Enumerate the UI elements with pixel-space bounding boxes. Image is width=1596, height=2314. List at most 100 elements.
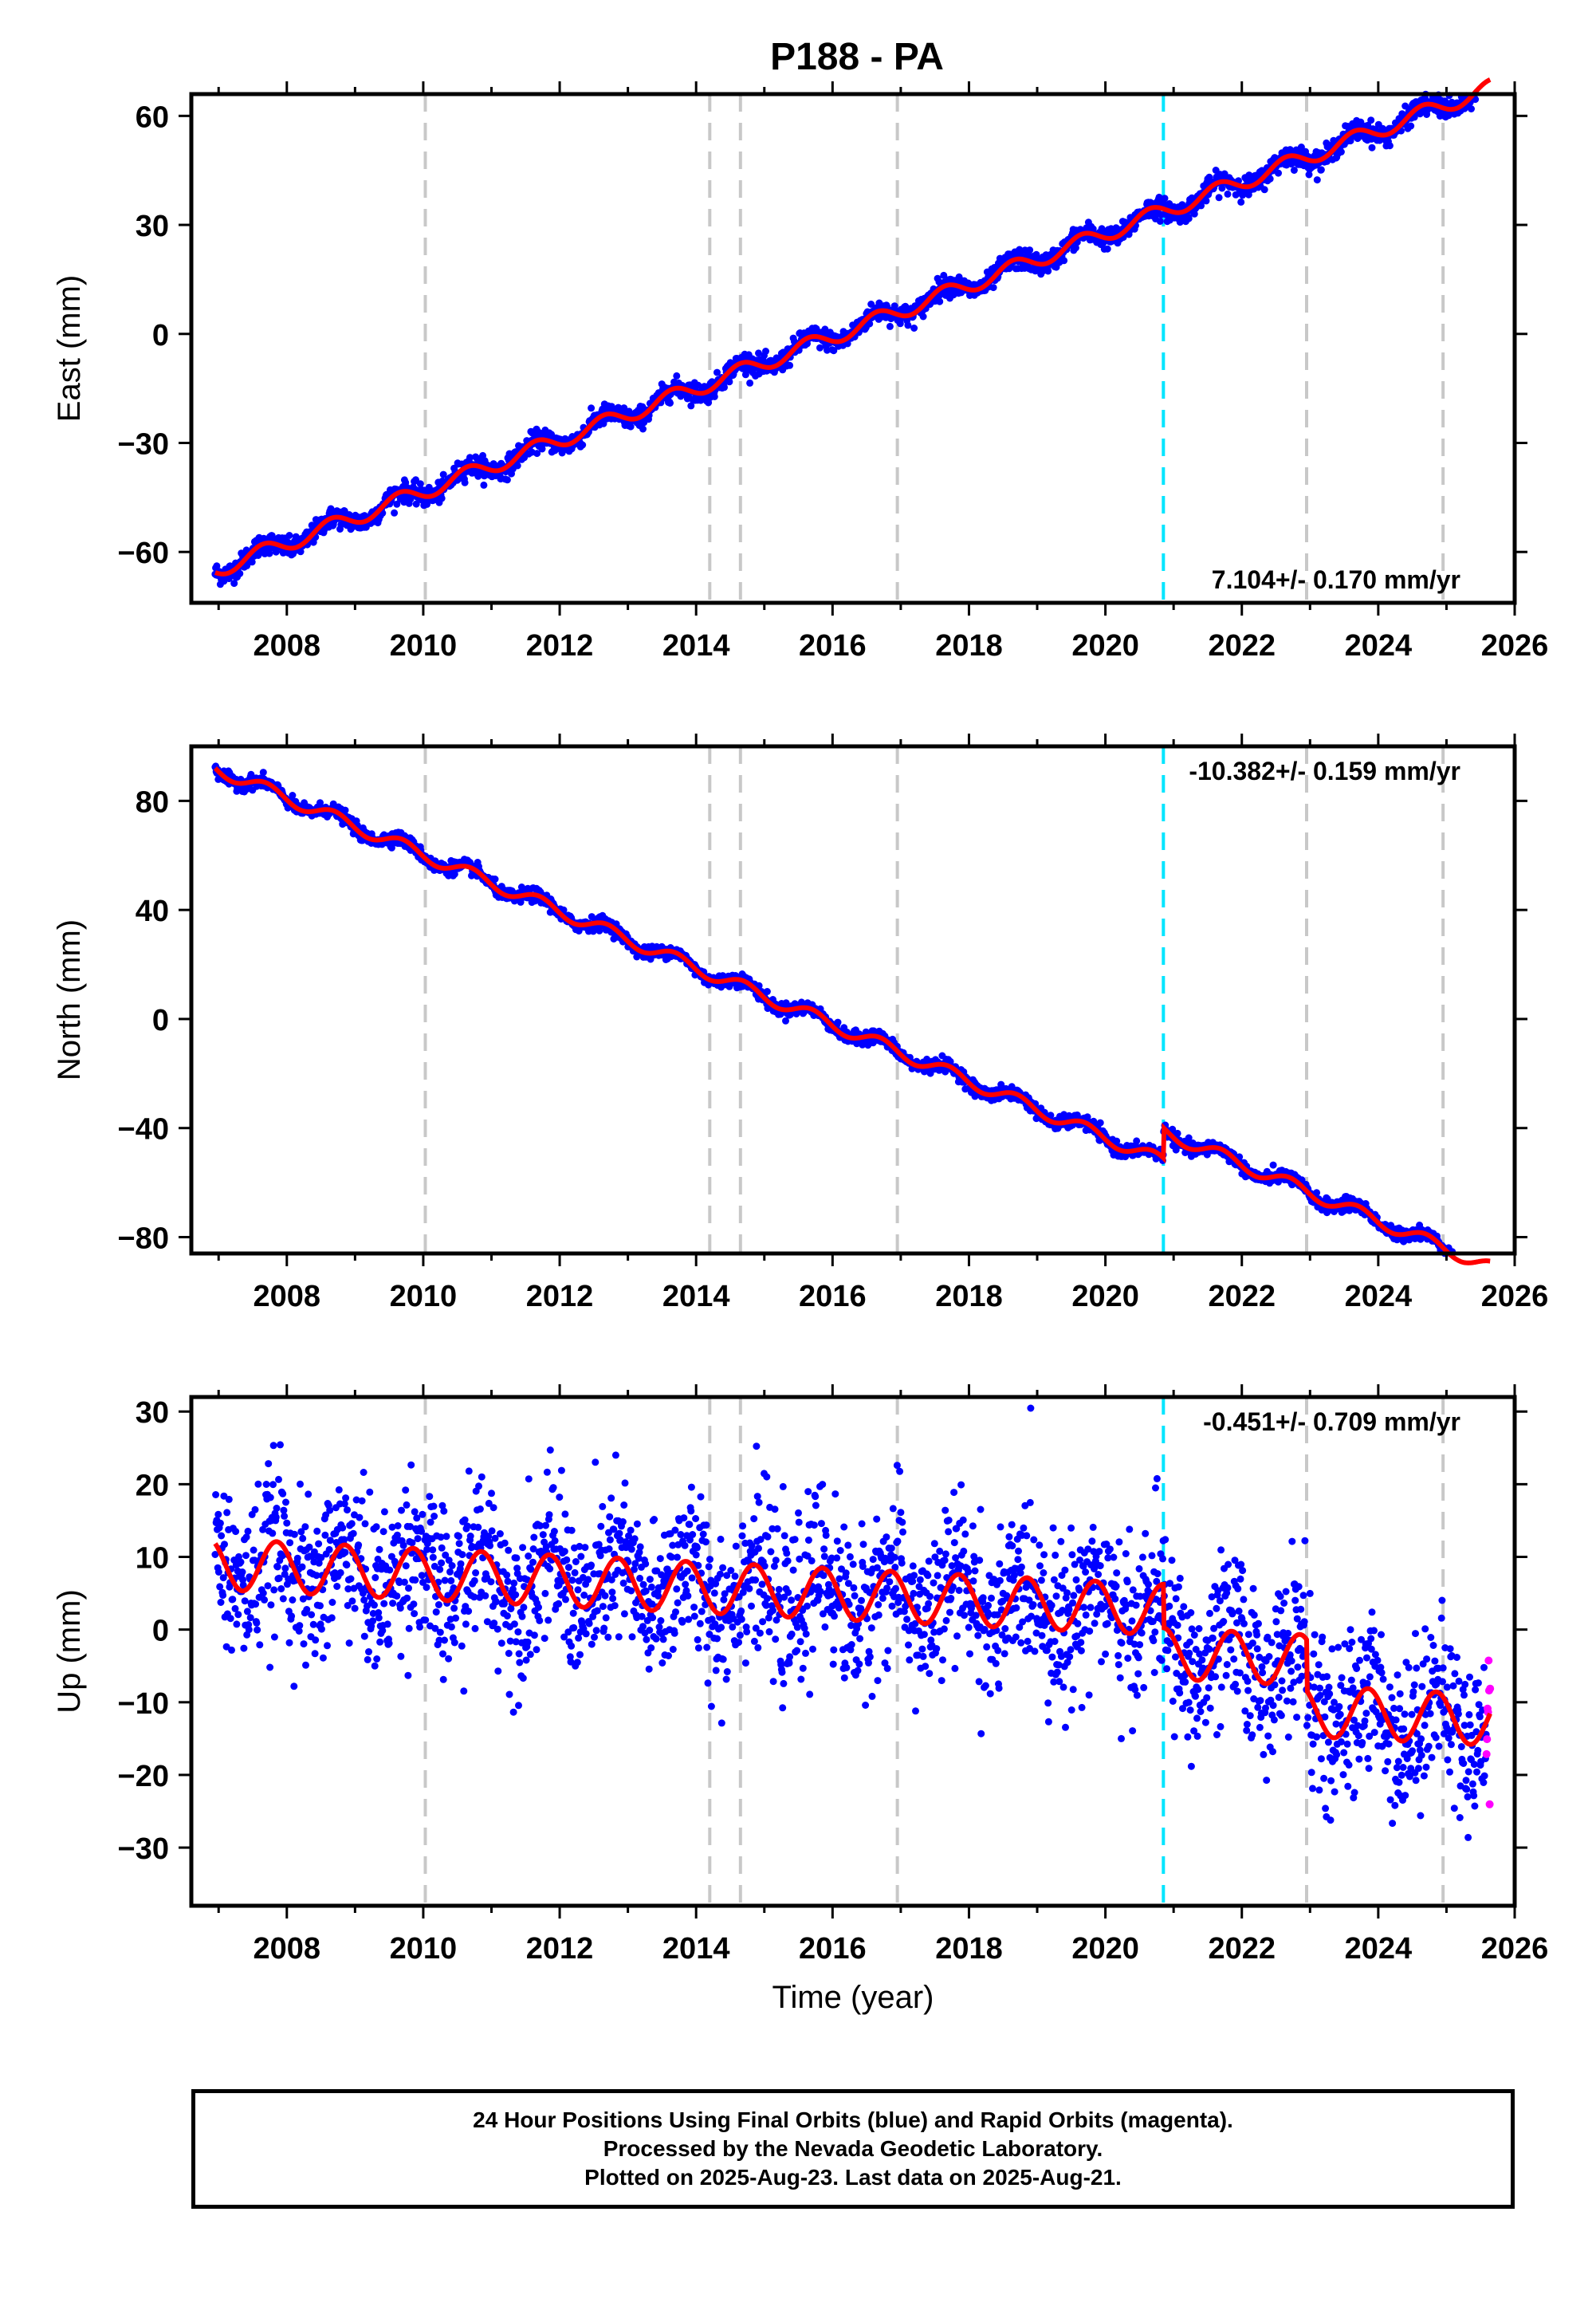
x-tick-label: 2012 (526, 1280, 594, 1313)
x-tick-label: 2020 (1071, 1280, 1139, 1313)
final-point (285, 532, 293, 539)
y-tick-label: −60 (118, 537, 169, 570)
final-point (327, 505, 335, 513)
final-point (213, 562, 221, 570)
final-point (391, 509, 399, 517)
final-point (416, 480, 424, 488)
x-tick-label: 2020 (1071, 629, 1139, 663)
final-point (230, 580, 238, 588)
chart-title: P188 - PA (770, 36, 944, 78)
final-point (1260, 186, 1268, 194)
x-tick-label: 2018 (935, 1280, 1003, 1313)
final-point (639, 425, 647, 433)
y-tick-label: 40 (136, 895, 169, 928)
final-point (1368, 144, 1376, 152)
final-point (904, 321, 912, 329)
final-point (1317, 166, 1325, 174)
x-tick-label: 2018 (935, 629, 1003, 663)
x-tick-label: 2022 (1208, 1280, 1276, 1313)
final-point (1337, 148, 1345, 155)
final-point (763, 988, 771, 995)
final-point (1202, 197, 1210, 205)
final-point (786, 361, 794, 369)
final-point (1060, 257, 1068, 265)
x-tick-label: 2010 (390, 1280, 458, 1313)
final-point (1096, 1119, 1104, 1127)
panel-frame (189, 744, 1517, 1256)
final-point (1103, 245, 1111, 253)
x-tick-label: 2016 (799, 1280, 867, 1313)
y-axis-label: East (mm) (52, 275, 87, 422)
final-point (627, 423, 635, 431)
final-point (746, 379, 754, 387)
final-point (461, 478, 469, 486)
final-point (919, 313, 927, 321)
final-point (236, 569, 244, 577)
x-tick-label: 2026 (1481, 1280, 1549, 1313)
final-point (673, 372, 681, 380)
x-tick-label: 2008 (254, 1280, 321, 1313)
y-tick-label: 80 (136, 785, 169, 819)
final-point (1386, 142, 1394, 150)
y-tick-label: 0 (152, 1004, 169, 1037)
y-tick-label: −30 (118, 427, 169, 461)
final-point (989, 284, 997, 292)
x-tick-label: 2012 (526, 629, 594, 663)
x-tick-label: 2016 (799, 629, 867, 663)
final-point (439, 470, 447, 478)
x-tick-label: 2024 (1345, 1280, 1413, 1313)
panel-frame (189, 92, 1517, 605)
final-point (599, 419, 607, 427)
final-point (466, 454, 474, 462)
final-point (721, 384, 728, 392)
final-point (579, 441, 587, 449)
y-tick-label: −40 (118, 1113, 169, 1147)
final-point (762, 348, 769, 355)
x-tick-label: 2026 (1481, 629, 1549, 663)
x-tick-label: 2010 (390, 629, 458, 663)
final-point (341, 806, 349, 814)
final-point (588, 404, 596, 412)
y-tick-label: −80 (118, 1222, 169, 1255)
final-point (910, 325, 918, 332)
y-tick-label: 30 (136, 210, 169, 243)
final-point (1407, 122, 1415, 130)
final-point (513, 462, 521, 470)
final-point (1161, 195, 1169, 203)
final-point (710, 392, 718, 400)
final-point (503, 476, 511, 484)
final-point (834, 1018, 842, 1026)
final-point (412, 500, 420, 508)
x-tick-label: 2008 (254, 629, 321, 663)
x-tick-label: 2014 (662, 1280, 730, 1313)
final-point (491, 876, 499, 883)
final-point (1185, 214, 1193, 222)
final-point (936, 297, 944, 305)
final-point (896, 320, 904, 328)
final-point (1269, 1161, 1277, 1169)
final-point (538, 445, 546, 453)
final-point (297, 548, 305, 556)
final-point (1026, 246, 1034, 254)
final-point (248, 558, 256, 566)
x-tick-label: 2014 (662, 629, 730, 663)
final-point (1468, 105, 1475, 112)
final-point (393, 500, 401, 508)
final-point (886, 322, 894, 330)
y-tick-label: 60 (136, 100, 169, 134)
final-point (1156, 218, 1164, 225)
final-point (533, 450, 541, 458)
final-point (1313, 176, 1321, 184)
final-point (725, 378, 733, 386)
final-point (1367, 116, 1375, 124)
final-point (1237, 198, 1245, 206)
rate-label: 7.104+/- 0.170 mm/yr (1212, 565, 1460, 594)
final-point (272, 548, 280, 556)
final-point (1215, 194, 1223, 202)
final-point (1133, 1137, 1141, 1145)
final-point (1275, 169, 1282, 177)
final-point (259, 769, 267, 777)
final-point (438, 494, 446, 502)
